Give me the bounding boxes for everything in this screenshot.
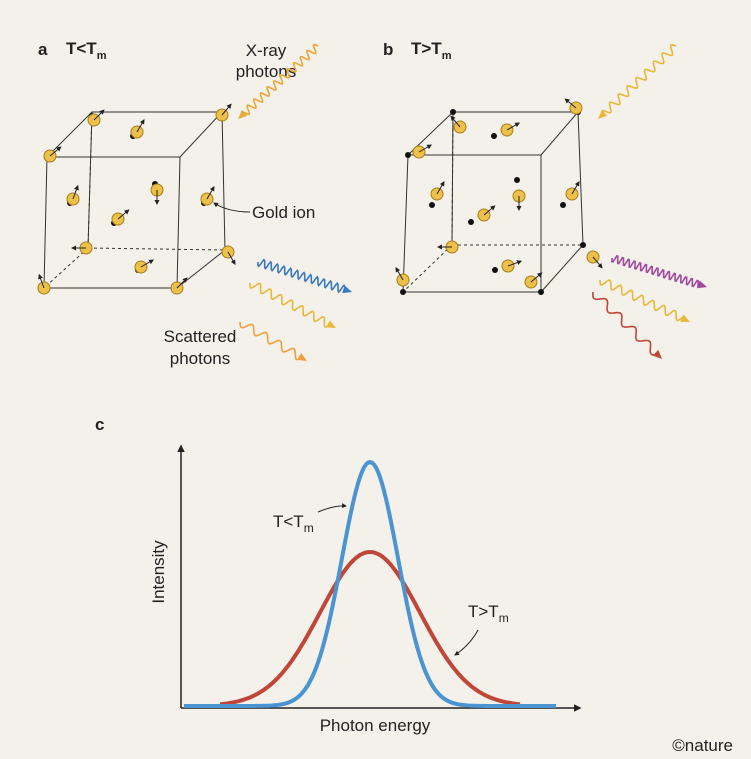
cube-edge bbox=[540, 244, 584, 293]
cube-hidden bbox=[43, 247, 89, 289]
velocity-arrow bbox=[483, 205, 496, 216]
pointer bbox=[213, 202, 251, 213]
y-axis-label: Intensity bbox=[149, 540, 168, 604]
panel-letter: a bbox=[38, 40, 48, 59]
panel-title: T>Tm bbox=[411, 39, 452, 62]
site bbox=[429, 202, 435, 208]
photon-head bbox=[697, 280, 707, 289]
label-line: photons bbox=[170, 349, 231, 368]
label-sub: m bbox=[304, 521, 314, 535]
photon bbox=[239, 321, 298, 361]
site bbox=[560, 202, 566, 208]
cube-edge bbox=[46, 111, 93, 158]
site bbox=[514, 177, 520, 183]
title-main: T>T bbox=[411, 39, 442, 58]
label-sub: m bbox=[499, 611, 509, 625]
cube-edge bbox=[179, 111, 223, 158]
velocity-arrow bbox=[436, 181, 445, 195]
photon bbox=[257, 258, 346, 294]
velocity-arrow bbox=[395, 267, 404, 281]
panel-letter: c bbox=[95, 415, 104, 434]
photon-head bbox=[598, 109, 608, 119]
velocity-arrow bbox=[93, 109, 105, 121]
photon bbox=[599, 279, 684, 322]
site bbox=[580, 242, 586, 248]
site bbox=[492, 267, 498, 273]
velocity-arrow bbox=[176, 277, 188, 289]
panel-title: T<Tm bbox=[66, 39, 107, 62]
velocity-arrow bbox=[221, 103, 232, 116]
velocity-arrow bbox=[530, 272, 543, 283]
photon bbox=[591, 291, 655, 356]
cube-hidden bbox=[402, 244, 453, 293]
title-sub: m bbox=[97, 50, 107, 62]
curve bbox=[184, 459, 556, 708]
velocity-arrow bbox=[571, 181, 580, 195]
pointer bbox=[454, 629, 479, 656]
site bbox=[538, 289, 544, 295]
velocity-arrow bbox=[72, 184, 79, 200]
velocity-arrow bbox=[49, 146, 62, 157]
velocity-arrow bbox=[38, 273, 45, 289]
photon-head bbox=[238, 109, 248, 119]
velocity-arrow bbox=[450, 115, 461, 128]
x-axis-label: Photon energy bbox=[320, 716, 431, 735]
photon-head bbox=[326, 320, 336, 328]
ion-label: Gold ion bbox=[252, 203, 315, 222]
site bbox=[450, 109, 456, 115]
photon bbox=[242, 43, 319, 116]
label-main: T>T bbox=[468, 602, 499, 621]
photon-head bbox=[680, 314, 690, 322]
photon bbox=[611, 255, 699, 288]
site bbox=[491, 133, 497, 139]
photon-head bbox=[342, 285, 352, 294]
cube-edge bbox=[540, 111, 579, 156]
label-line: X-ray bbox=[246, 41, 287, 60]
curve bbox=[219, 549, 521, 707]
velocity-arrow bbox=[592, 256, 603, 269]
curve-label: T>Tm bbox=[468, 602, 509, 625]
panel-letter: b bbox=[383, 40, 393, 59]
velocity-arrow bbox=[117, 209, 130, 220]
curve-label: T<Tm bbox=[273, 512, 314, 535]
cube-hidden bbox=[87, 247, 226, 251]
photon-head bbox=[652, 349, 662, 359]
photon bbox=[249, 282, 329, 328]
site bbox=[400, 289, 406, 295]
title-sub: m bbox=[442, 50, 452, 62]
velocity-arrow bbox=[206, 186, 215, 200]
velocity-arrow bbox=[507, 260, 523, 267]
label-line: Scattered bbox=[164, 327, 237, 346]
velocity-arrow bbox=[136, 119, 145, 133]
title-main: T<T bbox=[66, 39, 97, 58]
cube-hidden bbox=[451, 111, 454, 246]
label-main: T<T bbox=[273, 512, 304, 531]
velocity-arrow bbox=[227, 251, 236, 265]
cube-hidden bbox=[87, 111, 93, 249]
site bbox=[468, 219, 474, 225]
photon-head bbox=[297, 353, 307, 361]
credit: ©nature bbox=[672, 736, 733, 755]
velocity-arrow bbox=[564, 98, 577, 109]
pointer bbox=[317, 503, 347, 513]
velocity-arrow bbox=[418, 144, 432, 153]
velocity-arrow bbox=[140, 259, 154, 268]
site bbox=[405, 152, 411, 158]
velocity-arrow bbox=[506, 122, 520, 131]
photon bbox=[601, 43, 677, 114]
